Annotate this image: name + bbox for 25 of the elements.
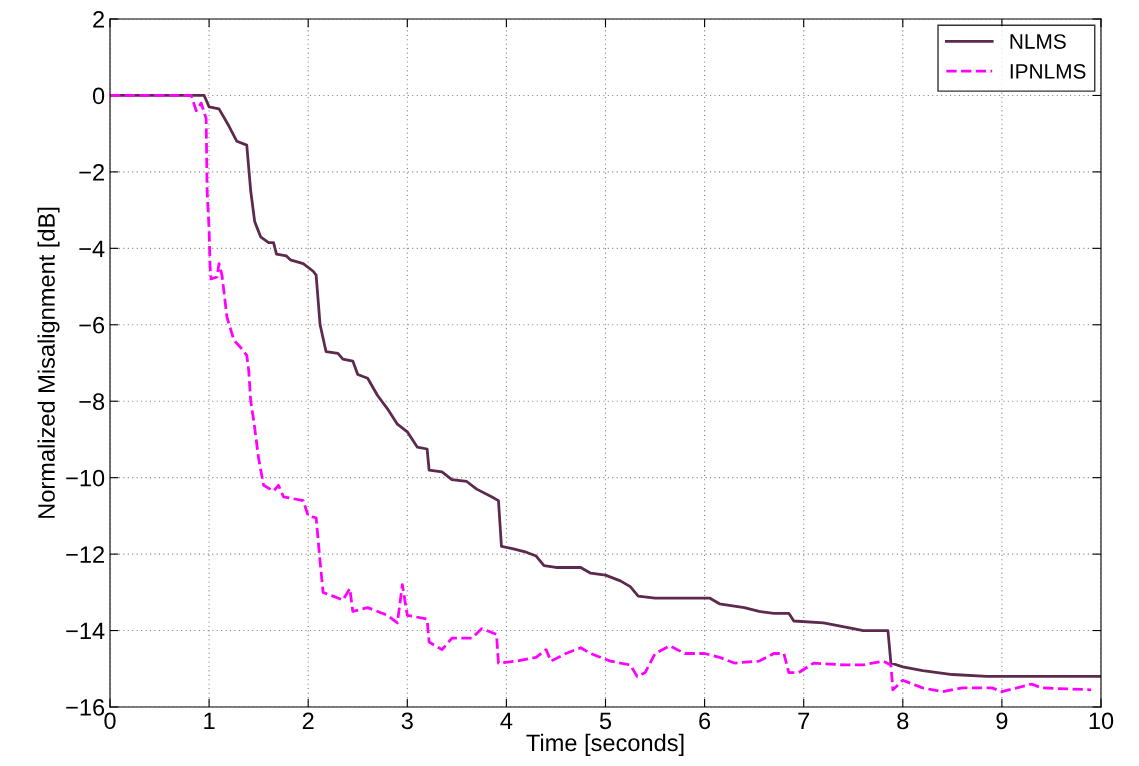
legend-label: IPNLMS	[1010, 63, 1086, 79]
y-tick-label: −14	[66, 622, 105, 640]
y-tick-label: −12	[66, 546, 104, 563]
x-tick-label: 9	[996, 712, 1008, 730]
y-tick-label: 2	[93, 11, 104, 28]
legend-label: NLMS	[1010, 34, 1066, 49]
y-axis-title: Normalized Misalignment [dB]	[37, 207, 60, 518]
x-tick-label: 10	[1089, 712, 1114, 730]
y-tick-label: −4	[79, 240, 105, 257]
x-tick-label: 8	[897, 712, 909, 730]
x-tick-label: 6	[699, 712, 711, 730]
x-tick-label: 7	[798, 712, 810, 729]
x-tick-label: 2	[302, 712, 314, 729]
y-tick-label: −2	[79, 163, 104, 181]
x-tick-label: 5	[599, 712, 612, 730]
y-tick-label: 0	[92, 87, 105, 105]
x-tick-label: 3	[401, 712, 413, 730]
x-tick-label: 1	[204, 712, 215, 729]
y-tick-label: −16	[66, 699, 105, 716]
y-tick-label: −6	[79, 316, 105, 334]
x-tick-label: 0	[104, 712, 116, 730]
y-tick-label: −8	[79, 393, 105, 411]
x-axis-title: Time [seconds]	[526, 733, 684, 756]
x-tick-label: 4	[500, 712, 513, 729]
y-tick-label: −10	[66, 469, 105, 487]
